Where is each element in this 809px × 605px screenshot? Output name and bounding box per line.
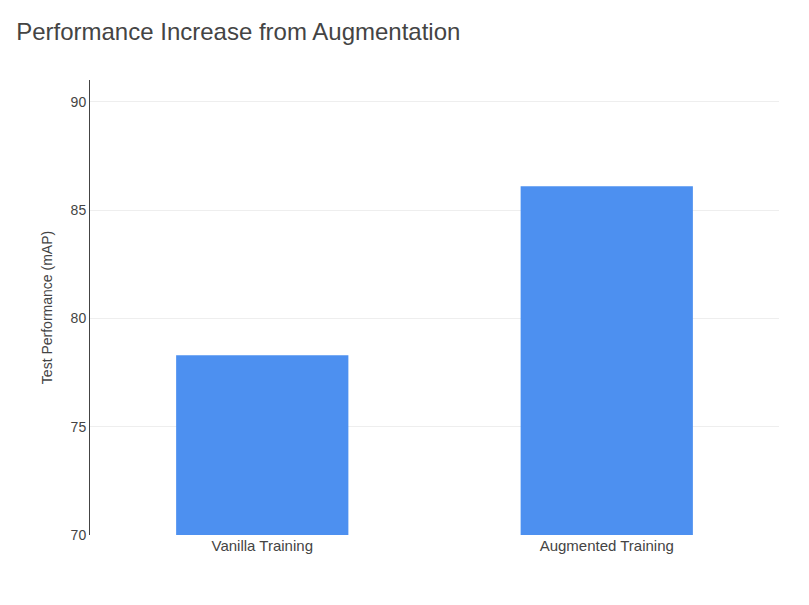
- svg-text:75: 75: [71, 419, 87, 435]
- svg-text:80: 80: [71, 310, 87, 326]
- svg-text:90: 90: [71, 94, 87, 110]
- svg-text:Vanilla Training: Vanilla Training: [212, 537, 313, 554]
- svg-text:Performance Increase from Augm: Performance Increase from Augmentation: [16, 18, 460, 45]
- svg-text:70: 70: [71, 527, 87, 543]
- svg-text:Augmented Training: Augmented Training: [540, 537, 674, 554]
- svg-text:Test Performance (mAP): Test Performance (mAP): [39, 231, 55, 384]
- svg-text:85: 85: [71, 202, 87, 218]
